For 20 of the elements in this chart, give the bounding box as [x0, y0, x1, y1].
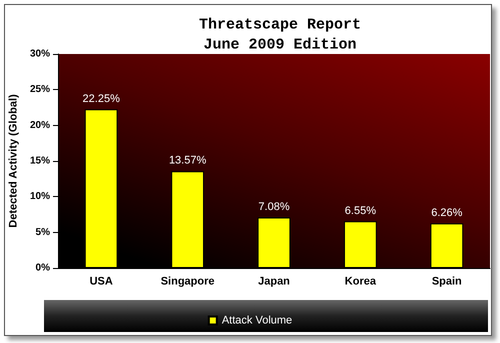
y-axis-title: Detected Activity (Global): [8, 94, 20, 228]
data-label: 22.25%: [82, 92, 120, 105]
chart-title: Threatscape Report June 2009 Edition: [198, 16, 362, 54]
y-tick-label: 25%: [30, 84, 50, 96]
x-tick-label: USA: [90, 276, 113, 288]
x-tick-label: Singapore: [160, 276, 214, 288]
x-tick-label: Spain: [432, 276, 462, 288]
x-tick-label: Japan: [258, 276, 290, 288]
y-tick-label: 20%: [30, 120, 50, 131]
data-label: 6.55%: [344, 204, 376, 217]
legend-label: Attack Volume: [222, 314, 292, 326]
y-tick-label: 10%: [30, 191, 50, 202]
x-tick-label: Korea: [344, 276, 377, 288]
data-label: 13.57%: [168, 154, 206, 167]
data-label: 7.08%: [258, 200, 290, 213]
y-tick-label: 15%: [30, 156, 50, 166]
data-label: 6.26%: [431, 206, 463, 219]
y-tick-label: 30%: [30, 48, 50, 60]
y-tick-label: 0%: [36, 262, 50, 274]
y-tick-label: 5%: [36, 226, 50, 238]
